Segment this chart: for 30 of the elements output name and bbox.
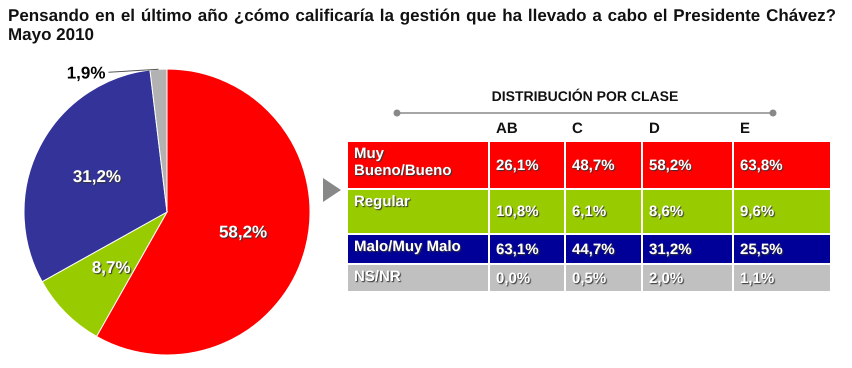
data-label: 1,9% — [66, 63, 106, 82]
text: 0,0% — [496, 270, 530, 286]
text: 9,6% — [740, 203, 774, 220]
text: 10,8% — [496, 203, 539, 220]
text: 48,7% — [572, 156, 615, 174]
text: 63,8% — [740, 156, 783, 174]
text: Pensando en el último año ¿cómo calificaría la gestión que ha llevado a cabo el Presidente Chávez? Mayo 2010 — [8, 6, 836, 44]
data-label: 58,2% — [218, 222, 268, 242]
text: 6,1% — [572, 203, 606, 220]
text: 31,2% — [649, 240, 692, 258]
text: 0,5% — [572, 270, 606, 286]
data-label: 31,2% — [72, 166, 122, 186]
category-label: Muy Bueno/Bueno — [354, 145, 452, 179]
text: 58,2% — [649, 156, 692, 174]
category-label: AB — [496, 120, 518, 137]
category-label: Malo/Muy Malo — [354, 238, 461, 255]
data-label: 8,7% — [92, 258, 131, 277]
text: 25,5% — [740, 240, 783, 258]
text: DISTRIBUCIÓN POR CLASE — [490, 88, 680, 104]
text: 8,6% — [649, 203, 684, 220]
text: 26,1% — [496, 156, 539, 174]
text: 2,0% — [649, 270, 684, 286]
text: 63,1% — [496, 240, 539, 258]
category-label: Regular — [354, 193, 410, 210]
category-label: C — [572, 120, 583, 137]
text: 44,7% — [572, 240, 615, 258]
category-label: D — [649, 120, 660, 137]
text: 1,1% — [740, 270, 774, 286]
category-label: E — [740, 120, 750, 137]
category-label: NS/NR — [354, 268, 401, 285]
